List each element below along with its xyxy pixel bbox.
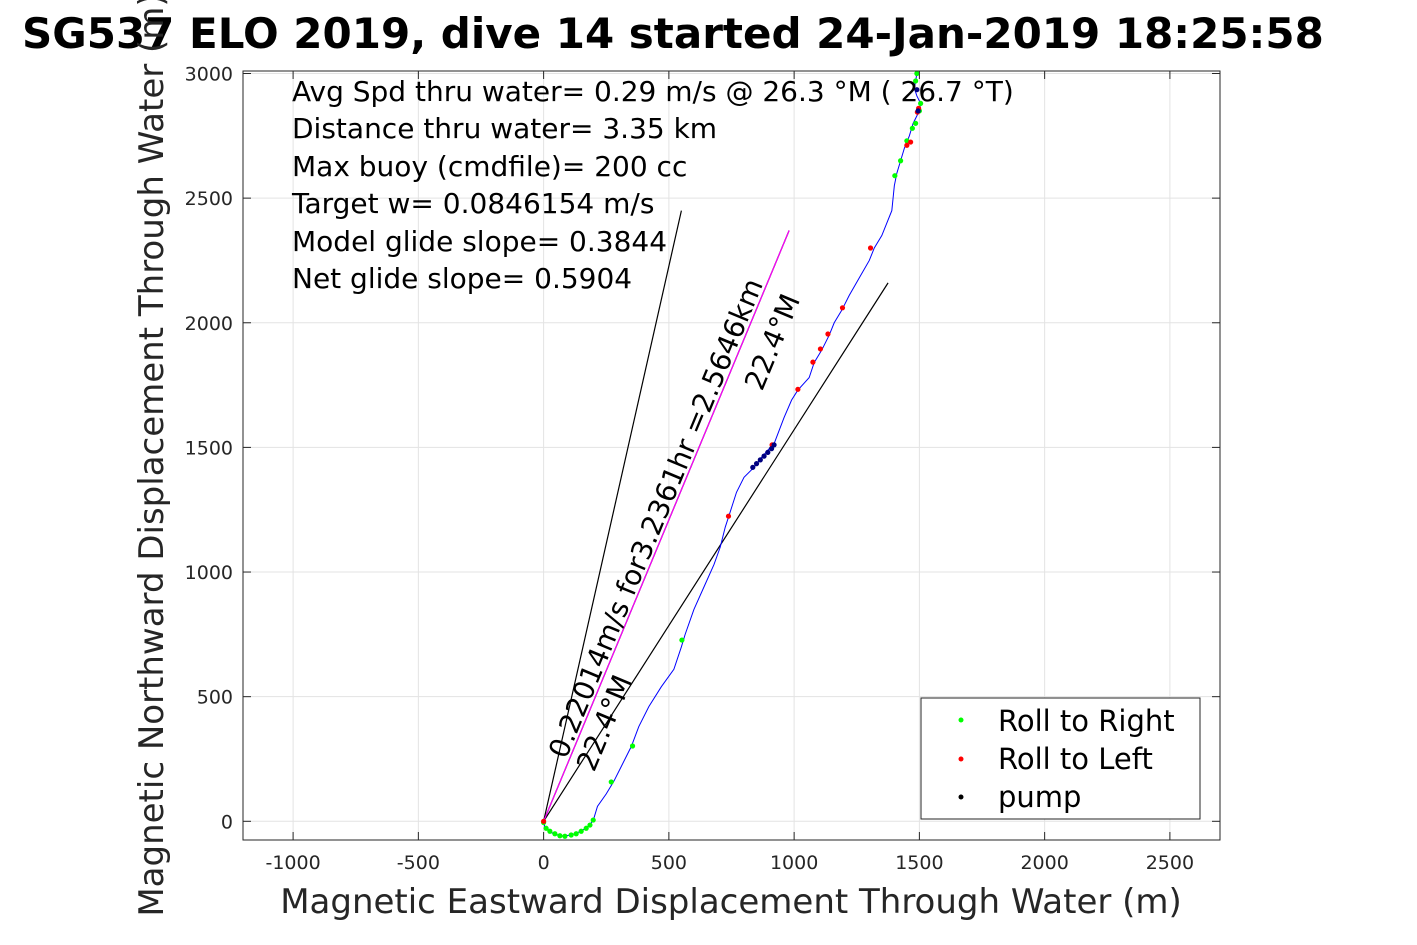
roll-to-right-point: [914, 70, 920, 77]
roll-to-left-point: [795, 386, 801, 392]
legend-label-pump: pump: [998, 780, 1081, 814]
x-axis-label: Magnetic Eastward Displacement Through W…: [280, 882, 1182, 922]
x-tick-label: 0: [538, 852, 550, 874]
roll-to-right-point: [578, 828, 584, 834]
chart-title: SG537 ELO 2019, dive 14 started 24-Jan-2…: [22, 9, 1324, 58]
roll-to-right-point: [573, 831, 579, 837]
pump-point: [750, 464, 756, 470]
roll-to-right-point: [897, 158, 904, 164]
annotation-net-glide: Net glide slope= 0.5904: [292, 262, 632, 295]
roll-to-left-point: [725, 513, 732, 519]
series-layer: [541, 70, 924, 839]
reference-line-cone-left: [543, 210, 682, 822]
roll-to-right-point: [568, 832, 574, 838]
annotation-max-buoy: Max buoy (cmdfile)= 200 cc: [292, 150, 687, 183]
roll-to-right-point: [552, 831, 558, 837]
x-tick-label: -500: [397, 852, 440, 874]
x-tick-label: -1000: [265, 852, 320, 874]
roll-to-right-point: [918, 100, 924, 107]
roll-to-right-point: [547, 828, 553, 834]
y-tick-label: 500: [197, 687, 233, 709]
roll-to-right-point: [543, 825, 549, 831]
legend: Roll to Right Roll to Left pump: [920, 697, 1201, 820]
roll-to-right-point: [629, 743, 636, 749]
ticks: -1000 -500 0 500 1000 1500 2000 2500 0 500 1000 150…: [185, 63, 1220, 874]
x-tick-label: 2000: [1020, 852, 1068, 874]
pump-point: [914, 87, 920, 93]
roll-to-right-point: [892, 173, 898, 179]
annotation-block: Avg Spd thru water= 0.29 m/s @ 26.3 °M (…: [291, 75, 1014, 295]
roll-to-right-point: [909, 125, 915, 131]
y-tick-label: 1500: [185, 437, 233, 459]
reference-lines: [543, 210, 889, 822]
roll-to-left-point: [817, 346, 824, 352]
grid: [243, 71, 1220, 840]
roll-to-left-point: [867, 245, 874, 251]
roll-to-right-point: [562, 833, 568, 839]
legend-marker-pump: [958, 794, 964, 800]
roll-to-left-point: [908, 139, 914, 145]
legend-marker-roll-left: [958, 756, 964, 762]
roll-to-left-point: [825, 331, 831, 337]
roll-to-right-point: [587, 822, 593, 828]
x-tick-label: 2500: [1146, 852, 1194, 874]
annotation-avg-speed: Avg Spd thru water= 0.29 m/s @ 26.3 °M (…: [292, 75, 1014, 108]
pump-point: [757, 457, 763, 463]
roll-to-left-point: [541, 818, 547, 824]
roll-to-right-point: [913, 78, 919, 84]
y-tick-label: 3000: [185, 63, 233, 85]
legend-label-roll-right: Roll to Right: [998, 704, 1175, 738]
x-tick-label: 1000: [770, 852, 818, 874]
roll-to-right-point: [583, 825, 589, 831]
annotation-distance: Distance thru water= 3.35 km: [292, 112, 717, 145]
roll-to-left-point: [839, 305, 846, 311]
reference-line-cone-right: [543, 282, 889, 822]
pump-point: [771, 442, 777, 448]
roll-to-right-point: [913, 120, 919, 126]
pump-point: [761, 453, 767, 459]
roll-to-right-point: [679, 637, 685, 643]
legend-box: [920, 697, 1201, 820]
pump-point: [768, 446, 775, 452]
y-axis-label: Magnetic Northward Displacement Through …: [132, 0, 172, 917]
y-tick-label: 2500: [185, 188, 233, 210]
reference-line-current-line: [543, 230, 790, 822]
legend-label-roll-left: Roll to Left: [998, 742, 1153, 776]
pump-point: [753, 461, 760, 467]
plot-frame: [242, 70, 1221, 841]
pump-point: [765, 449, 771, 455]
roll-to-left-point: [810, 359, 816, 365]
pump-point: [915, 108, 921, 114]
y-tick-label: 2000: [185, 313, 233, 335]
annotation-model-glide: Model glide slope= 0.3844: [292, 225, 667, 258]
roll-to-left-point: [904, 142, 910, 148]
roll-to-right-point: [590, 817, 596, 823]
legend-marker-roll-right: [958, 717, 964, 723]
y-tick-label: 0: [221, 811, 233, 833]
y-tick-label: 1000: [185, 562, 233, 584]
roll-to-right-point: [557, 833, 563, 839]
x-tick-label: 1500: [895, 852, 943, 874]
annotation-target-w: Target w= 0.0846154 m/s: [291, 187, 654, 220]
roll-to-right-point: [608, 779, 614, 785]
x-tick-label: 500: [651, 852, 687, 874]
